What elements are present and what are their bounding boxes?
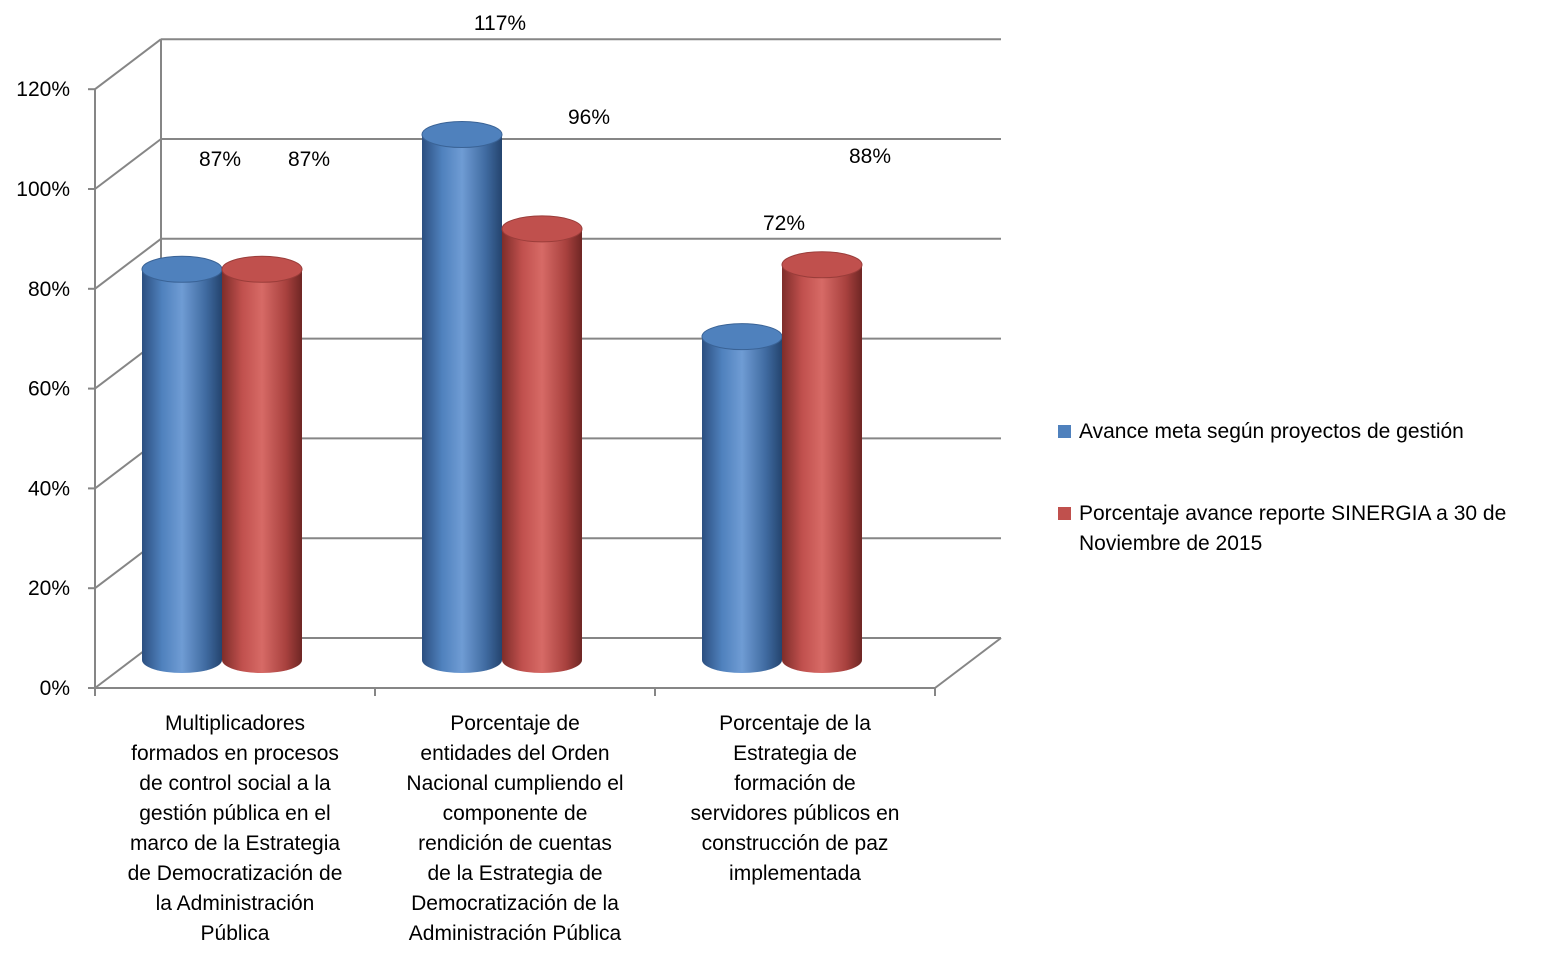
category-label: Multiplicadores formados en procesos de co… (128, 712, 343, 945)
data-label: 72% (763, 212, 805, 235)
bar-top (501, 215, 583, 243)
bar-top (701, 323, 783, 351)
bar-cylinder (701, 323, 783, 673)
bar-body (142, 269, 222, 673)
data-labels: 87% 117% 72% 87% 96% 88% (199, 12, 891, 235)
legend: Avance meta según proyectos de gestión Po… (1058, 420, 1506, 555)
gridline-diagonal (94, 138, 162, 190)
category-label: Porcentaje de entidades del Orden Nacional… (406, 712, 623, 945)
bar-body (502, 228, 582, 673)
legend-swatch (1058, 507, 1071, 520)
gridline-diagonal (94, 238, 162, 290)
data-label: 87% (288, 148, 330, 171)
bar-top (781, 251, 863, 279)
legend-label: Porcentaje avance reporte SINERGIA a 30 … (1079, 502, 1506, 555)
y-tick-label: 80% (28, 278, 70, 301)
floor-edge (934, 637, 1002, 689)
axes: 0% 20% 40% 60% 80% 100% 120% (16, 78, 1002, 700)
data-label: 96% (568, 106, 610, 129)
bar-top (141, 255, 223, 283)
bars (141, 121, 863, 674)
legend-swatch (1058, 425, 1071, 438)
bar-top (221, 255, 303, 283)
y-tick-label: 20% (28, 577, 70, 600)
bar-body (702, 336, 782, 673)
bar-cylinder (141, 255, 223, 673)
y-tick-label: 60% (28, 378, 70, 401)
bar-top (421, 121, 503, 149)
y-tick-label: 40% (28, 477, 70, 500)
data-label: 88% (849, 145, 891, 168)
gridline-diagonal (94, 38, 162, 90)
bar-cylinder (501, 215, 583, 673)
category-label: Porcentaje de la Estrategia de formación d… (691, 712, 900, 885)
y-tick-label: 0% (40, 677, 70, 700)
y-tick-label: 120% (16, 78, 70, 101)
data-label: 117% (474, 12, 526, 35)
bar-body (222, 269, 302, 673)
legend-label: Avance meta según proyectos de gestión (1079, 420, 1464, 443)
bar-body (422, 134, 502, 674)
bar-cylinder (221, 255, 303, 673)
bar-cylinder (421, 121, 503, 674)
bar-cylinder (781, 251, 863, 673)
y-tick-label: 100% (16, 178, 70, 201)
data-label: 87% (199, 148, 241, 171)
category-labels: Multiplicadores formados en procesos de co… (128, 712, 900, 945)
bar-body (782, 264, 862, 673)
